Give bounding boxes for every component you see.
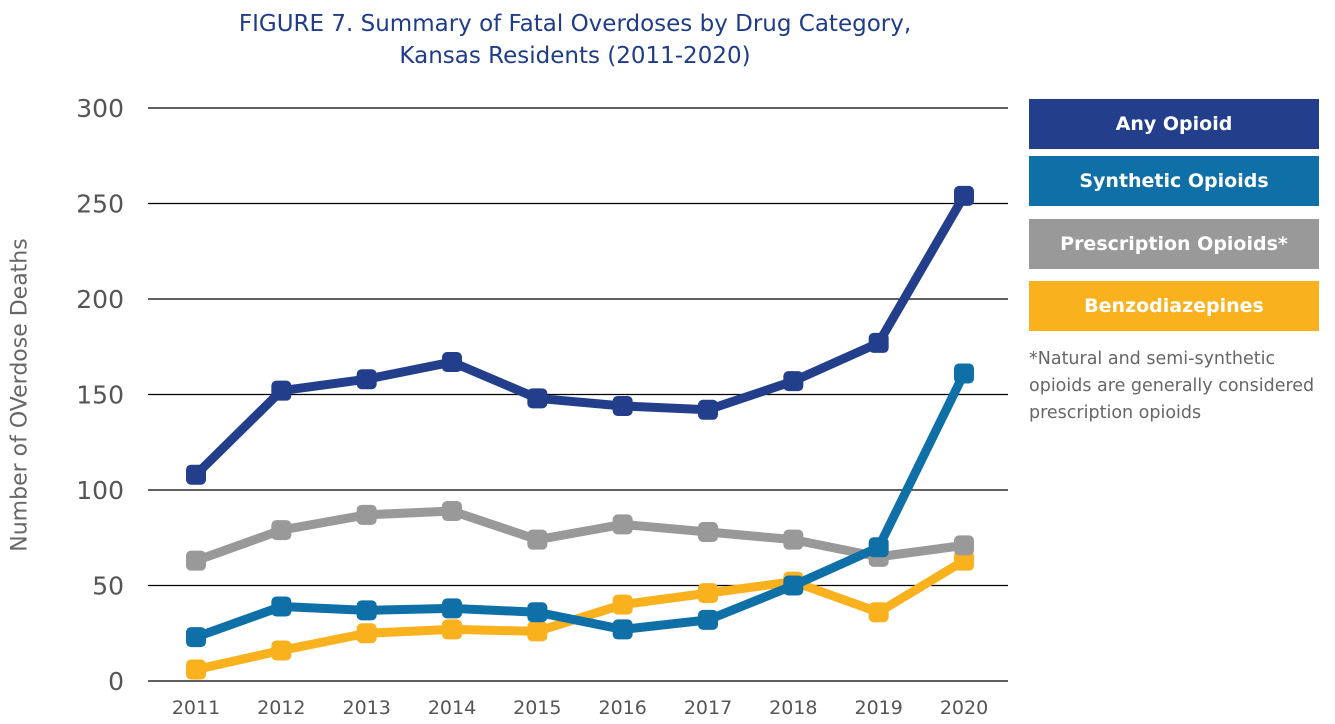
y-tick-label: 200 (76, 285, 124, 314)
data-point-synthetic-opioids (612, 619, 633, 640)
y-tick-label: 300 (76, 94, 124, 123)
x-tick-label: 2020 (940, 697, 988, 719)
data-point-synthetic-opioids (356, 600, 377, 621)
legend-any-opioid: Any Opioid (1029, 99, 1319, 149)
data-point-any-opioid (186, 464, 206, 485)
data-point-benzodiazepines (868, 602, 889, 623)
chart-title: FIGURE 7. Summary of Fatal Overdoses by … (140, 8, 1010, 72)
legend-footnote: *Natural and semi-synthetic opioids are … (1029, 349, 1315, 423)
y-tick-label: 0 (108, 667, 124, 696)
data-point-any-opioid (783, 371, 804, 392)
data-point-synthetic-opioids (271, 596, 292, 617)
series-line-prescription-opioids (191, 506, 969, 566)
x-tick-label: 2011 (172, 697, 220, 719)
data-point-prescription-opioids (271, 520, 292, 541)
data-point-any-opioid (356, 369, 377, 390)
data-point-benzodiazepines (356, 623, 377, 644)
data-point-synthetic-opioids (954, 363, 974, 384)
x-tick-label: 2014 (428, 697, 476, 719)
data-point-benzodiazepines (954, 550, 974, 571)
x-tick-label: 2019 (854, 697, 902, 719)
data-point-synthetic-opioids (783, 575, 804, 596)
y-tick-label: 100 (76, 476, 124, 505)
x-tick-label: 2016 (598, 697, 646, 719)
legend-prescription-opioids: Prescription Opioids* (1029, 219, 1319, 269)
data-point-synthetic-opioids (527, 602, 548, 623)
data-point-prescription-opioids (186, 550, 206, 571)
data-point-prescription-opioids (698, 522, 718, 543)
legend-synthetic-opioids: Synthetic Opioids (1029, 156, 1319, 206)
data-point-any-opioid (698, 399, 718, 420)
data-point-prescription-opioids (954, 535, 974, 556)
data-point-any-opioid (954, 185, 974, 206)
y-tick-label: 150 (76, 381, 124, 410)
data-point-prescription-opioids (527, 529, 548, 550)
series-line-benzodiazepines (191, 556, 969, 675)
data-point-benzodiazepines (186, 659, 206, 680)
data-point-prescription-opioids (612, 514, 633, 535)
data-point-any-opioid (868, 332, 889, 353)
x-tick-label: 2017 (684, 697, 732, 719)
y-tick-label: 250 (76, 190, 124, 219)
data-point-benzodiazepines (527, 621, 548, 642)
data-point-benzodiazepines (271, 640, 292, 661)
series-line-any-opioid (191, 191, 969, 480)
series-line-synthetic-opioids (191, 368, 969, 642)
x-tick-label: 2013 (342, 697, 390, 719)
x-tick-label: 2015 (513, 697, 561, 719)
chart-title-line-2: Kansas Residents (2011-2020) (399, 43, 751, 69)
data-point-benzodiazepines (698, 583, 718, 604)
data-point-any-opioid (271, 380, 292, 401)
data-point-synthetic-opioids (186, 627, 206, 648)
data-point-synthetic-opioids (442, 598, 462, 619)
data-point-benzodiazepines (442, 619, 462, 640)
data-point-any-opioid (442, 352, 462, 373)
data-point-prescription-opioids (356, 504, 377, 525)
x-tick-label: 2012 (257, 697, 305, 719)
data-point-benzodiazepines (612, 594, 633, 615)
data-point-prescription-opioids (783, 529, 804, 550)
x-tick-label: 2018 (769, 697, 817, 719)
data-point-prescription-opioids (442, 501, 462, 522)
data-point-any-opioid (527, 388, 548, 409)
line-chart: 0 50 100 150 200 250 300 2011 2012 2013 2014 2015 20… (76, 94, 1008, 719)
chart-title-line-1: FIGURE 7. Summary of Fatal Overdoses by … (238, 11, 912, 37)
data-point-synthetic-opioids (698, 609, 718, 630)
data-point-synthetic-opioids (868, 537, 889, 558)
data-point-any-opioid (612, 395, 633, 416)
y-tick-label: 50 (92, 572, 124, 601)
legend-benzodiazepines: Benzodiazepines (1029, 281, 1319, 331)
